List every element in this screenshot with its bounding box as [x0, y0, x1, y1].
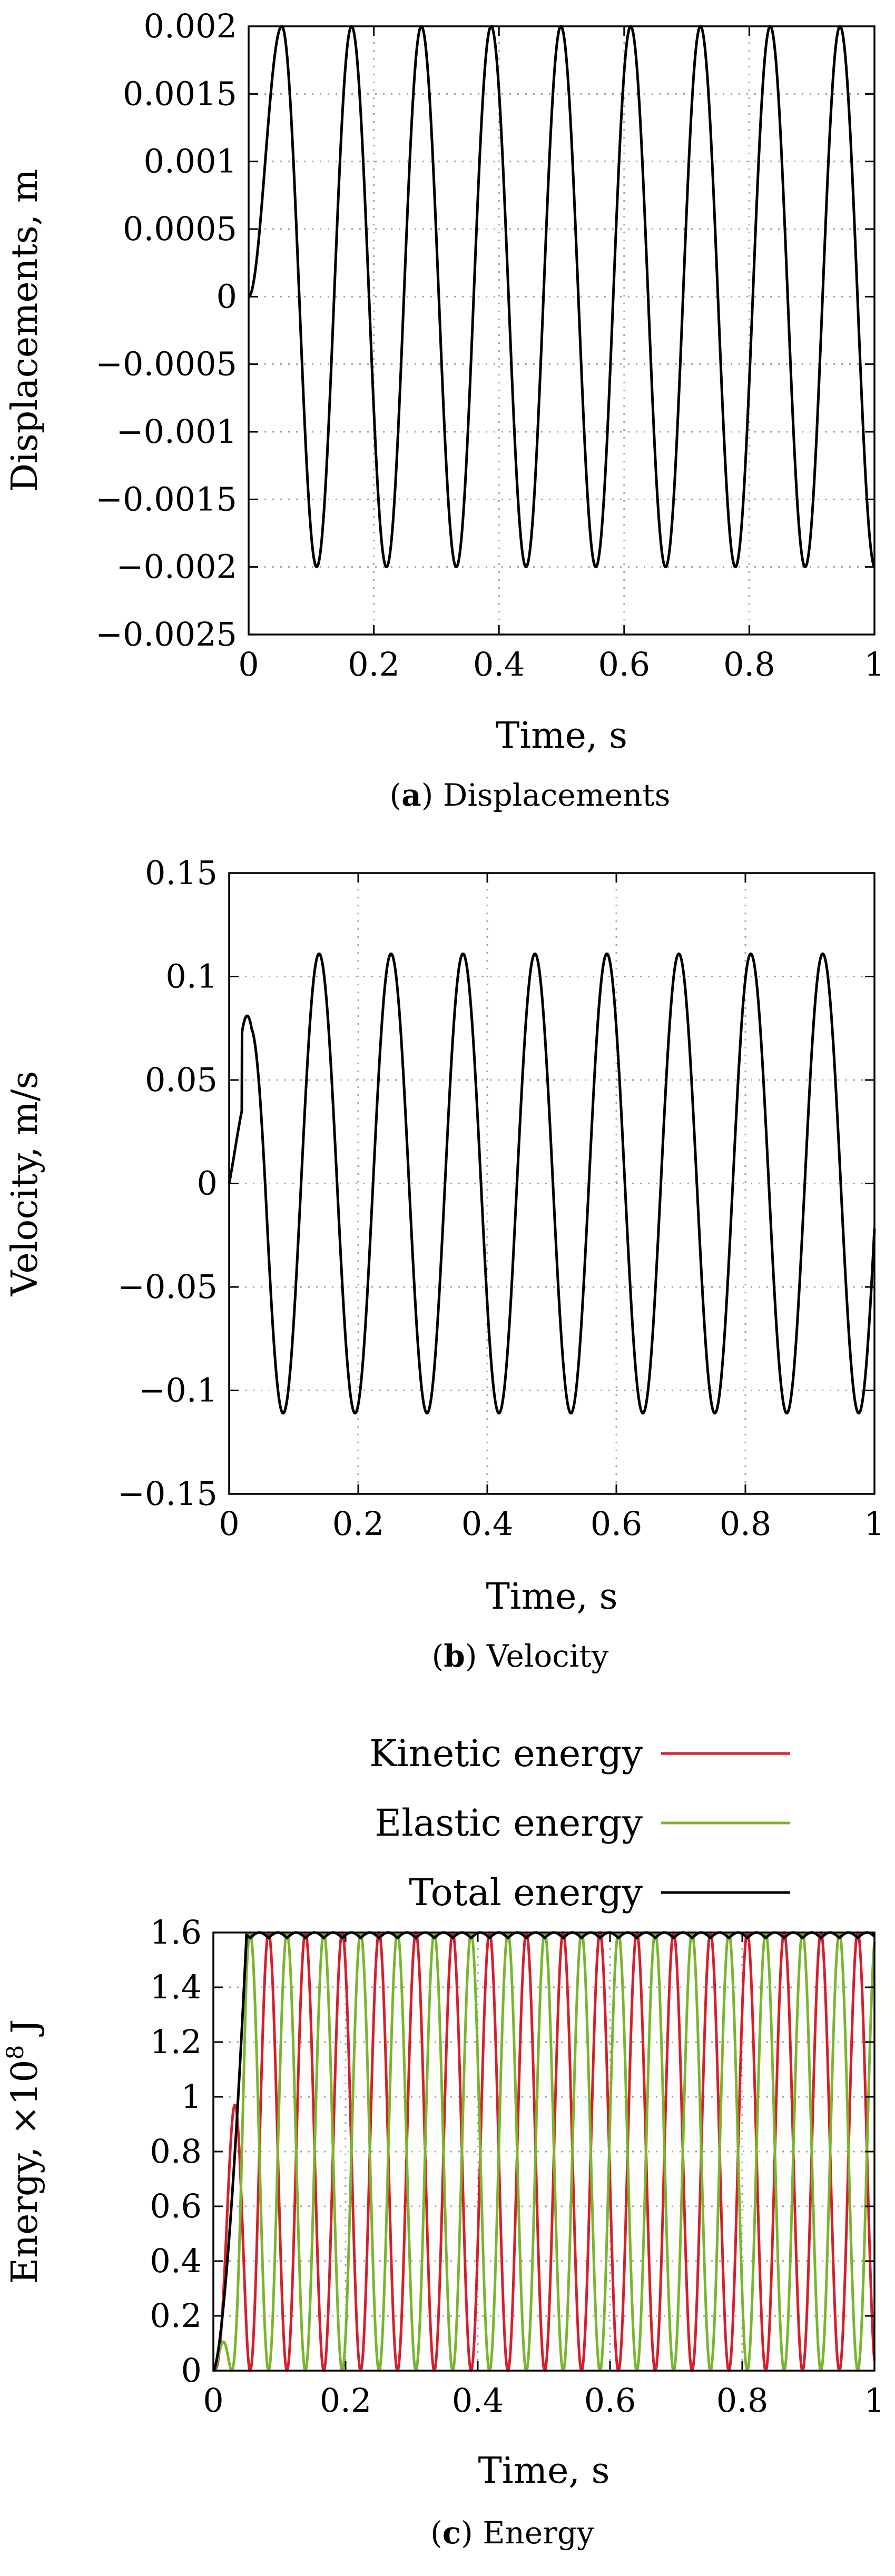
y-axis-label: Displacements, m	[4, 169, 46, 492]
chart-panel-velocity: 0 0.2 0.4 0.6 0.8 1 −0.15 −0.1 −0.05 0 0.05 0.1 0.15…	[0, 832, 895, 1717]
y-tick-label: −0.001	[116, 412, 237, 451]
y-tick-label: 0.8	[150, 2132, 202, 2171]
x-tick-label: 1	[864, 2381, 884, 2420]
x-tick-label: 0.6	[591, 1504, 643, 1543]
x-tick-label: 1	[864, 645, 884, 683]
y-tick-label: 0.0005	[123, 210, 237, 248]
y-tick-label: 0	[217, 277, 237, 315]
y-tick-label: −0.0005	[95, 345, 237, 383]
y-tick-label: 1.6	[150, 1913, 202, 1951]
y-tick-label: −0.15	[117, 1474, 218, 1513]
x-tick-label: 0	[203, 2381, 223, 2420]
legend-label: Total energy	[409, 1871, 643, 1914]
legend-label: Kinetic energy	[369, 1732, 643, 1775]
x-tick-label: 0.2	[332, 1504, 385, 1543]
energy-chart: 0 0.2 0.4 0.6 0.8 1 0 0.2 0.4 0.6 0.8 1 1.2 1.4 1.6 Tim…	[2, 1732, 885, 2551]
plot-frame	[248, 25, 876, 636]
legend-label: Elastic energy	[375, 1801, 643, 1845]
caption-text: ) Energy	[461, 2515, 594, 2551]
y-axis-label-exponent: 8	[2, 2045, 29, 2060]
x-tick-label: 0.8	[720, 1504, 772, 1543]
y-tick-label: −0.05	[117, 1267, 218, 1306]
figure-caption: (c) Energy	[430, 2515, 594, 2551]
caption-paren: (	[390, 777, 402, 813]
caption-paren: (	[432, 1638, 444, 1674]
displacements-chart: 0 0.2 0.4 0.6 0.8 1 −0.0025 −0.002 −0.0015 −0.001…	[4, 7, 885, 813]
x-tick-label: 0	[238, 645, 259, 683]
caption-text: ) Displacements	[421, 777, 671, 813]
y-tick-label: 0.002	[144, 7, 238, 45]
y-tick-label: 0.4	[150, 2242, 202, 2280]
y-tick-label: 0.15	[145, 854, 218, 892]
x-tick-label: 1	[864, 1504, 884, 1543]
y-tick-label: 1.4	[150, 1968, 202, 2006]
data-series-line	[248, 25, 876, 569]
data-series-line	[228, 952, 876, 1415]
x-tick-label: 0.2	[348, 645, 400, 683]
caption-text: ) Velocity	[465, 1638, 609, 1674]
x-axis-label: Time, s	[478, 2450, 610, 2492]
x-tick-label: 0.4	[473, 645, 525, 683]
chart-panel-displacements: 0 0.2 0.4 0.6 0.8 1 −0.0025 −0.002 −0.0015 −0.001…	[0, 0, 895, 832]
y-tick-label: 0.1	[165, 957, 218, 996]
y-tick-label: −0.1	[138, 1371, 218, 1410]
x-axis-label: Time, s	[486, 1576, 618, 1618]
x-tick-label: 0.4	[452, 2381, 504, 2420]
y-tick-label: 0	[181, 2351, 202, 2390]
caption-panel-letter: b	[444, 1638, 465, 1674]
caption-panel-letter: a	[401, 777, 421, 813]
y-tick-label: 1	[181, 2077, 202, 2116]
y-tick-label: 0.001	[144, 142, 238, 181]
x-axis-label: Time, s	[496, 715, 627, 757]
y-axis-label-unit: J	[4, 2019, 46, 2045]
y-tick-label: 0.05	[145, 1061, 218, 1099]
y-tick-label: 0.6	[150, 2187, 202, 2225]
y-tick-label: 0.0015	[123, 74, 237, 113]
y-axis-label-main: Energy, ×10	[4, 2060, 46, 2284]
caption-panel-letter: c	[442, 2515, 461, 2551]
x-tick-label: 0.2	[320, 2381, 372, 2420]
x-tick-label: 0.6	[584, 2381, 636, 2420]
figure-caption: (b) Velocity	[432, 1638, 609, 1674]
caption-paren: (	[430, 2515, 442, 2551]
y-tick-label: 0	[197, 1164, 218, 1203]
total-energy-series-line	[212, 1931, 876, 2372]
y-tick-label: −0.0015	[95, 480, 237, 518]
x-tick-label: 0.8	[716, 2381, 769, 2420]
y-axis-label: Energy, ×108 J	[2, 2019, 46, 2284]
chart-panel-energy: 0 0.2 0.4 0.6 0.8 1 0 0.2 0.4 0.6 0.8 1 1.2 1.4 1.6 Tim…	[0, 1717, 895, 2576]
x-tick-label: 0.6	[598, 645, 650, 683]
x-tick-label: 0	[219, 1504, 239, 1543]
y-tick-label: −0.002	[116, 548, 237, 586]
y-tick-label: −0.0025	[95, 615, 237, 653]
figure-caption: (a) Displacements	[390, 777, 671, 813]
y-tick-label: 0.2	[150, 2296, 202, 2335]
y-axis-label: Velocity, m/s	[4, 1071, 46, 1297]
y-tick-label: 1.2	[150, 2023, 202, 2061]
x-tick-label: 0.8	[723, 645, 775, 683]
x-tick-label: 0.4	[461, 1504, 514, 1543]
velocity-chart: 0 0.2 0.4 0.6 0.8 1 −0.15 −0.1 −0.05 0 0.05 0.1 0.15…	[4, 854, 885, 1674]
elastic-energy-series-line	[212, 1931, 876, 2372]
